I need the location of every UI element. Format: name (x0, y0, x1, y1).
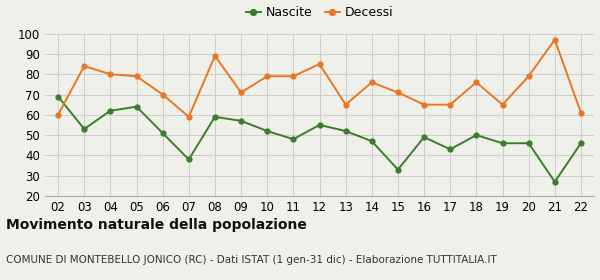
Nascite (55, 95, 62, 98)
Nascite (263, 129, 271, 133)
Legend: Nascite, Decessi: Nascite, Decessi (241, 1, 398, 24)
Nascite (133, 105, 140, 108)
Nascite (473, 134, 480, 137)
Nascite (499, 142, 506, 145)
Nascite (368, 139, 376, 143)
Decessi (577, 111, 584, 115)
Nascite (80, 127, 88, 131)
Nascite (159, 131, 166, 135)
Text: Movimento naturale della popolazione: Movimento naturale della popolazione (6, 218, 307, 232)
Nascite (290, 137, 297, 141)
Decessi (133, 74, 140, 78)
Nascite (107, 109, 114, 113)
Text: COMUNE DI MONTEBELLO JONICO (RC) - Dati ISTAT (1 gen-31 dic) - Elaborazione TUTT: COMUNE DI MONTEBELLO JONICO (RC) - Dati … (6, 255, 497, 265)
Decessi (80, 64, 88, 68)
Line: Decessi: Decessi (56, 37, 583, 119)
Nascite (238, 119, 245, 123)
Nascite (316, 123, 323, 127)
Decessi (499, 103, 506, 106)
Decessi (473, 81, 480, 84)
Nascite (342, 129, 349, 133)
Nascite (525, 142, 532, 145)
Decessi (342, 103, 349, 106)
Decessi (368, 81, 376, 84)
Decessi (238, 91, 245, 94)
Decessi (107, 73, 114, 76)
Decessi (290, 74, 297, 78)
Decessi (525, 74, 532, 78)
Decessi (394, 91, 401, 94)
Line: Nascite: Nascite (56, 94, 583, 184)
Decessi (185, 115, 193, 118)
Nascite (211, 115, 218, 118)
Nascite (421, 136, 428, 139)
Decessi (159, 93, 166, 96)
Decessi (55, 113, 62, 116)
Nascite (577, 142, 584, 145)
Nascite (551, 180, 559, 183)
Nascite (446, 148, 454, 151)
Decessi (211, 54, 218, 58)
Decessi (421, 103, 428, 106)
Decessi (263, 74, 271, 78)
Nascite (394, 168, 401, 171)
Decessi (316, 62, 323, 66)
Decessi (551, 38, 559, 41)
Nascite (185, 158, 193, 161)
Decessi (446, 103, 454, 106)
